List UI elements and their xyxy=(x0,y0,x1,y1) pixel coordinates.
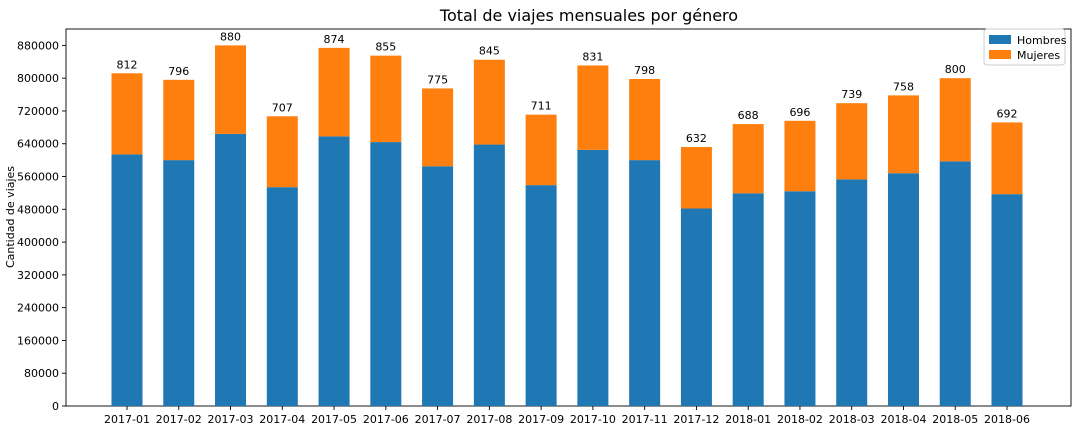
x-tick-label-2018-04: 2018-04 xyxy=(880,413,926,426)
plot-frame xyxy=(65,28,1072,407)
bar-mujeres-2017-06 xyxy=(370,55,402,143)
data-label-2017-08: 845 xyxy=(479,45,500,58)
bar-mujeres-2018-04 xyxy=(887,95,919,174)
x-tick-label-2017-09: 2017-09 xyxy=(518,413,564,426)
bar-mujeres-2017-02 xyxy=(163,79,195,161)
y-tick-label: 640000 xyxy=(17,138,59,151)
data-label-2017-11: 798 xyxy=(634,64,655,77)
bar-hombres-2018-04 xyxy=(887,173,919,406)
y-tick-label: 80000 xyxy=(24,367,59,380)
y-tick-label: 480000 xyxy=(17,203,59,216)
bar-hombres-2017-03 xyxy=(215,133,247,406)
bar-mujeres-2017-01 xyxy=(111,73,143,155)
data-label-2017-02: 796 xyxy=(168,65,189,78)
bar-mujeres-2018-05 xyxy=(939,78,971,162)
bar-hombres-2017-02 xyxy=(163,160,195,406)
data-label-2018-03: 739 xyxy=(841,88,862,101)
data-label-2017-10: 831 xyxy=(582,50,603,63)
x-tick-label-2018-02: 2018-02 xyxy=(777,413,823,426)
data-label-2017-09: 711 xyxy=(531,100,552,113)
data-label-2017-12: 632 xyxy=(686,132,707,145)
bar-mujeres-2018-01 xyxy=(732,124,764,194)
labels-layer: 812 796 880 707 874 855 775 845 711 831 798 632 688 6… xyxy=(117,30,1018,145)
y-tick-label: 400000 xyxy=(17,236,59,249)
legend-swatch-mujeres xyxy=(989,50,1011,59)
y-tick-label: 320000 xyxy=(17,269,59,282)
legend-label-mujeres: Mujeres xyxy=(1017,49,1060,62)
bar-mujeres-2018-02 xyxy=(784,120,816,192)
data-label-2017-01: 812 xyxy=(117,58,138,71)
bar-mujeres-2017-07 xyxy=(422,88,454,167)
x-tick-label-2017-10: 2017-10 xyxy=(570,413,616,426)
bar-mujeres-2017-12 xyxy=(680,147,712,209)
bar-hombres-2018-06 xyxy=(991,194,1023,406)
x-tick-label-2017-03: 2017-03 xyxy=(208,413,254,426)
x-tick-label-2017-04: 2017-04 xyxy=(259,413,305,426)
bar-hombres-2018-01 xyxy=(732,193,764,406)
bar-hombres-2017-06 xyxy=(370,142,402,406)
x-tick-label-2017-08: 2017-08 xyxy=(466,413,512,426)
x-tick-label-2017-12: 2017-12 xyxy=(673,413,719,426)
chart-title: Total de viajes mensuales por género xyxy=(439,6,738,25)
x-tick-label-2018-05: 2018-05 xyxy=(932,413,978,426)
y-tick-label: 0 xyxy=(52,400,59,413)
bar-mujeres-2017-04 xyxy=(266,116,298,188)
bar-hombres-2017-01 xyxy=(111,154,143,406)
bars-layer xyxy=(111,45,1023,407)
bar-hombres-2018-05 xyxy=(939,161,971,406)
data-label-2017-06: 855 xyxy=(375,41,396,54)
bar-hombres-2017-10 xyxy=(577,149,609,406)
y-axis-label: Cantidad de viajes xyxy=(4,166,17,268)
bar-mujeres-2017-10 xyxy=(577,65,609,150)
data-label-2017-07: 775 xyxy=(427,73,448,86)
bar-hombres-2017-05 xyxy=(318,136,350,407)
bar-mujeres-2017-05 xyxy=(318,47,350,137)
data-label-2018-06: 692 xyxy=(997,107,1018,120)
data-label-2017-04: 707 xyxy=(272,101,293,114)
x-tick-label-2018-01: 2018-01 xyxy=(725,413,771,426)
bar-hombres-2018-03 xyxy=(836,179,868,406)
legend-label-hombres: Hombres xyxy=(1017,34,1067,47)
x-tick-label-2017-05: 2017-05 xyxy=(311,413,357,426)
y-tick-label: 880000 xyxy=(17,39,59,52)
x-tick-label-2017-01: 2017-01 xyxy=(104,413,150,426)
y-tick-label: 240000 xyxy=(17,302,59,315)
legend: Hombres Mujeres xyxy=(983,28,1067,66)
bar-mujeres-2018-06 xyxy=(991,122,1023,195)
legend-swatch-hombres xyxy=(989,35,1011,44)
bar-mujeres-2017-03 xyxy=(215,45,247,134)
x-tick-label-2017-07: 2017-07 xyxy=(415,413,461,426)
bar-hombres-2017-09 xyxy=(525,185,557,406)
bar-hombres-2017-04 xyxy=(266,187,298,406)
y-tick-label: 720000 xyxy=(17,105,59,118)
bar-hombres-2017-11 xyxy=(629,160,661,406)
bar-mujeres-2017-09 xyxy=(525,114,557,186)
axes-layer: 0 80000 160000 240000 320000 400000 480000 5600… xyxy=(17,28,1072,426)
bar-mujeres-2017-11 xyxy=(629,78,661,161)
bar-mujeres-2017-08 xyxy=(473,59,505,145)
data-label-2018-02: 696 xyxy=(789,106,810,119)
x-tick-label-2017-11: 2017-11 xyxy=(622,413,668,426)
data-label-2018-04: 758 xyxy=(893,80,914,93)
y-tick-label: 800000 xyxy=(17,72,59,85)
y-tick-label: 560000 xyxy=(17,171,59,184)
bar-hombres-2017-08 xyxy=(473,144,505,406)
x-tick-label-2017-02: 2017-02 xyxy=(156,413,202,426)
bar-hombres-2018-02 xyxy=(784,191,816,406)
bar-mujeres-2018-03 xyxy=(836,103,868,180)
data-label-2017-05: 874 xyxy=(324,33,345,46)
data-label-2018-05: 800 xyxy=(945,63,966,76)
bar-hombres-2017-07 xyxy=(422,166,454,406)
data-label-2017-03: 880 xyxy=(220,30,241,43)
x-tick-label-2017-06: 2017-06 xyxy=(363,413,409,426)
x-tick-label-2018-06: 2018-06 xyxy=(984,413,1030,426)
y-tick-label: 160000 xyxy=(17,334,59,347)
x-tick-label-2018-03: 2018-03 xyxy=(829,413,875,426)
data-label-2018-01: 688 xyxy=(738,109,759,122)
bar-hombres-2017-12 xyxy=(680,208,712,406)
